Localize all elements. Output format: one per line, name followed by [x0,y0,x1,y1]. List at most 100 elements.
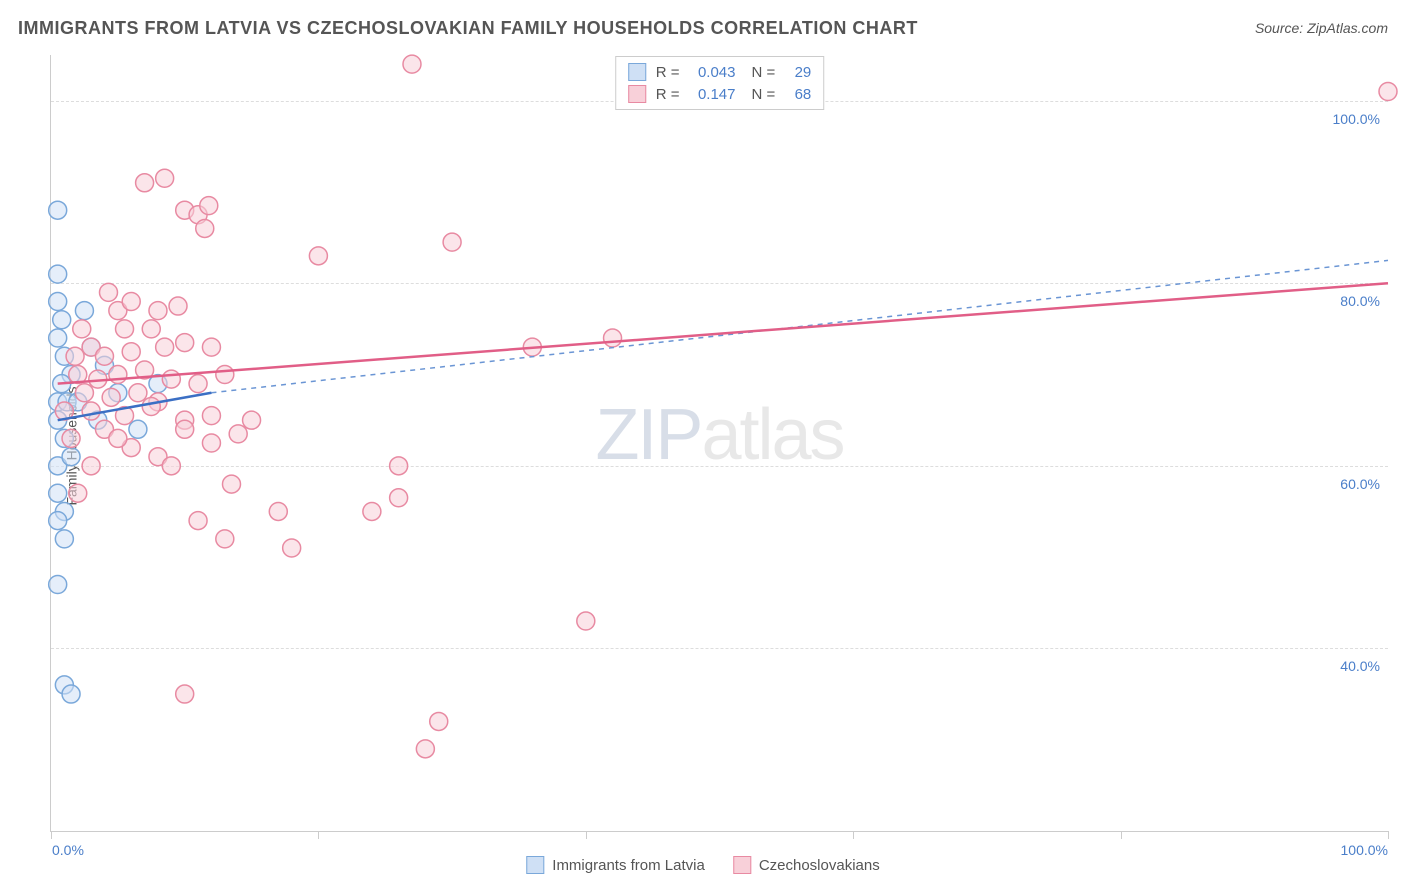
chart-plot-area: ZIPatlas 40.0%60.0%80.0%100.0% R =0.043N… [50,55,1388,832]
scatter-point [390,489,408,507]
correlation-legend-rows: R = 0.043 N = 29 R = 0.147 N = 68 [628,61,812,105]
x-tick [318,831,319,839]
scatter-point [229,425,247,443]
scatter-point [102,388,120,406]
scatter-point [149,302,167,320]
scatter-point [162,370,180,388]
scatter-point [189,512,207,530]
series-legend-item: Czechoslovakians [733,856,880,874]
x-tick [1388,831,1389,839]
scatter-point [196,219,214,237]
scatter-point [202,338,220,356]
scatter-point [283,539,301,557]
x-tick [51,831,52,839]
scatter-point [49,484,67,502]
scatter-point [169,297,187,315]
series-name: Czechoslovakians [759,857,880,874]
r-label: R = [656,64,680,81]
scatter-point [222,475,240,493]
scatter-point [55,530,73,548]
r-label: R = [656,86,680,103]
scatter-point [49,512,67,530]
scatter-point [604,329,622,347]
scatter-point [363,502,381,520]
scatter-point [122,343,140,361]
scatter-point [49,576,67,594]
scatter-point [269,502,287,520]
scatter-point [62,685,80,703]
x-tick [1121,831,1122,839]
scatter-point [122,292,140,310]
scatter-point [202,434,220,452]
scatter-point [62,429,80,447]
scatter-point [116,320,134,338]
series-name: Immigrants from Latvia [552,857,705,874]
scatter-point [62,448,80,466]
scatter-point [49,329,67,347]
correlation-legend-row: R = 0.043 N = 29 [628,61,812,83]
source-attribution: Source: ZipAtlas.com [1255,20,1388,36]
scatter-point [403,55,421,73]
x-axis-max-label: 100.0% [1341,842,1388,858]
scatter-point [136,174,154,192]
scatter-point [202,407,220,425]
n-value: 68 [781,86,811,103]
n-value: 29 [781,64,811,81]
chart-title: IMMIGRANTS FROM LATVIA VS CZECHOSLOVAKIA… [18,18,918,39]
series-legend-item: Immigrants from Latvia [526,856,705,874]
r-value: 0.043 [686,64,736,81]
scatter-point [73,320,91,338]
scatter-point [430,712,448,730]
scatter-point [129,420,147,438]
scatter-point [577,612,595,630]
r-value: 0.147 [686,86,736,103]
series-legend: Immigrants from Latvia Czechoslovakians [526,856,879,874]
scatter-point [156,338,174,356]
scatter-point [82,457,100,475]
scatter-point [176,420,194,438]
scatter-point [69,484,87,502]
scatter-point [53,311,71,329]
scatter-point [176,334,194,352]
correlation-legend: R = 0.043 N = 29 R = 0.147 N = 68 [615,56,825,110]
scatter-point [142,320,160,338]
scatter-point [95,347,113,365]
scatter-point [99,283,117,301]
scatter-point [216,366,234,384]
scatter-point [243,411,261,429]
scatter-point [309,247,327,265]
scatter-point [109,429,127,447]
scatter-point [66,347,84,365]
scatter-point [216,530,234,548]
scatter-point [200,197,218,215]
scatter-point [390,457,408,475]
scatter-point [162,457,180,475]
scatter-point [142,397,160,415]
scatter-point [189,375,207,393]
scatter-point [82,402,100,420]
scatter-point [129,384,147,402]
scatter-point [75,302,93,320]
trend-line [58,283,1388,383]
legend-swatch [733,856,751,874]
scatter-point [176,685,194,703]
legend-swatch [628,63,646,81]
scatter-point [49,201,67,219]
scatter-point [1379,83,1397,101]
scatter-point [49,292,67,310]
series-legend-items: Immigrants from Latvia Czechoslovakians [526,856,879,874]
correlation-legend-row: R = 0.147 N = 68 [628,83,812,105]
x-tick [586,831,587,839]
legend-swatch [526,856,544,874]
x-tick [853,831,854,839]
scatter-point [156,169,174,187]
scatter-plot-svg [51,55,1388,831]
scatter-point [416,740,434,758]
n-label: N = [752,86,776,103]
scatter-point [443,233,461,251]
x-axis-min-label: 0.0% [52,842,84,858]
scatter-point [75,384,93,402]
n-label: N = [752,64,776,81]
scatter-point [49,265,67,283]
legend-swatch [628,85,646,103]
